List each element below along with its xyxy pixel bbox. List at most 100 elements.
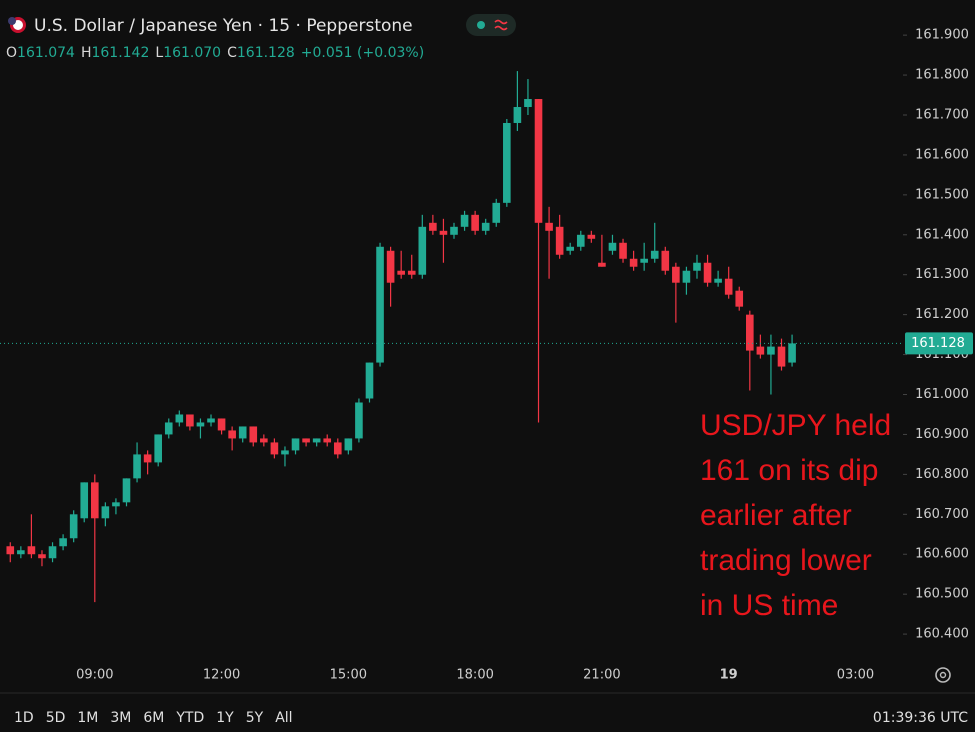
candle-body (534, 99, 543, 223)
candle-body (323, 438, 332, 443)
y-tick-label: 160.700 (915, 507, 969, 522)
candle-body (724, 278, 733, 295)
range-button[interactable]: 1D (14, 710, 34, 726)
ohlc-key: H (81, 45, 92, 61)
candle-body (355, 402, 363, 439)
annotation-line: trading lower (700, 544, 872, 577)
candle-body (460, 214, 469, 227)
candle-body (112, 502, 120, 507)
x-tick-label: 03:00 (837, 668, 874, 683)
candle-body (217, 418, 226, 431)
candle-body (101, 506, 110, 519)
y-tick-label: 161.700 (915, 108, 969, 123)
candle-body (48, 546, 57, 559)
candle-body (672, 266, 680, 283)
candle-body (59, 538, 67, 547)
range-button[interactable]: 3M (110, 710, 131, 726)
settings-icon[interactable] (935, 667, 951, 683)
candle-body (682, 270, 691, 283)
candle-body (566, 246, 575, 251)
range-button[interactable]: 1M (77, 710, 98, 726)
candle-body (281, 450, 289, 455)
candle-body (397, 270, 405, 275)
status-wave (494, 19, 508, 31)
candle-body (767, 346, 775, 355)
range-button[interactable]: 5Y (246, 710, 264, 726)
status-dot (477, 21, 485, 29)
candle-body (175, 414, 184, 423)
ohlc-value: 161.074 (17, 45, 75, 61)
flag-icon (8, 17, 26, 33)
candle-body (238, 426, 247, 439)
candle-body (154, 434, 162, 463)
candle-body (312, 438, 321, 443)
y-tick-label: 161.500 (915, 187, 969, 202)
range-button[interactable]: 5D (46, 710, 66, 726)
candle-body (260, 438, 268, 443)
candle-body (450, 226, 458, 235)
candle-body (133, 454, 141, 479)
ohlc-value: 161.070 (163, 45, 221, 61)
candle-body (386, 250, 395, 283)
candle-body (481, 222, 490, 231)
candle-body (302, 438, 310, 443)
ohlc-value: 161.128 (237, 45, 295, 61)
candle-body (703, 262, 712, 283)
candle-body (228, 430, 236, 439)
x-tick-label: 09:00 (76, 668, 113, 683)
last-price-label: 161.128 (911, 336, 965, 351)
x-tick-label: 15:00 (330, 668, 367, 683)
candle-body (6, 546, 15, 555)
ohlc-key: O (6, 45, 17, 61)
candle-body (619, 242, 627, 259)
candle-body (69, 514, 78, 539)
candle-body (513, 107, 522, 123)
candle-body (587, 234, 596, 239)
range-button[interactable]: YTD (175, 710, 204, 726)
candle-body (598, 262, 606, 267)
candle-body (735, 290, 744, 307)
annotation-line: USD/JPY held (700, 409, 891, 442)
candle-body (38, 554, 46, 559)
range-button[interactable]: All (275, 710, 292, 726)
candle-body (418, 226, 427, 275)
candle-body (471, 214, 479, 231)
candle-body (196, 422, 205, 427)
candle-body (207, 418, 215, 423)
candle-body (270, 442, 279, 455)
y-tick-label: 161.800 (915, 68, 969, 83)
y-tick-label: 161.600 (915, 147, 969, 162)
candle-body (333, 442, 342, 455)
x-tick-label: 12:00 (203, 668, 240, 683)
change-value: +0.051 (+0.03%) (301, 45, 424, 61)
x-tick-label: 21:00 (583, 668, 620, 683)
clock: 01:39:36 UTC (873, 710, 968, 726)
candle-body (344, 438, 353, 451)
candle-body (365, 362, 374, 399)
y-tick-label: 161.900 (915, 28, 969, 43)
range-button[interactable]: 1Y (216, 710, 234, 726)
candle-body (27, 546, 36, 555)
annotation-line: in US time (700, 589, 838, 622)
candle-body (439, 230, 448, 235)
candle-body (143, 454, 152, 463)
status-pill[interactable] (466, 14, 516, 36)
range-button[interactable]: 6M (143, 710, 164, 726)
candle-body (788, 343, 796, 363)
ohlc-key: C (227, 45, 237, 61)
candle-body (429, 222, 437, 231)
candle-body (545, 222, 553, 231)
candle-body (640, 258, 648, 263)
y-tick-label: 161.300 (915, 267, 969, 282)
y-tick-label: 160.400 (915, 627, 969, 642)
y-tick-label: 160.900 (915, 427, 969, 442)
candle-body (376, 246, 384, 363)
candle-body (17, 550, 25, 555)
ohlc-header: O161.074 H161.142 L161.070 C161.128 +0.051 (… (6, 45, 424, 61)
candle-body (746, 314, 754, 351)
candle-body (650, 250, 659, 259)
last-price-tag (905, 332, 973, 355)
